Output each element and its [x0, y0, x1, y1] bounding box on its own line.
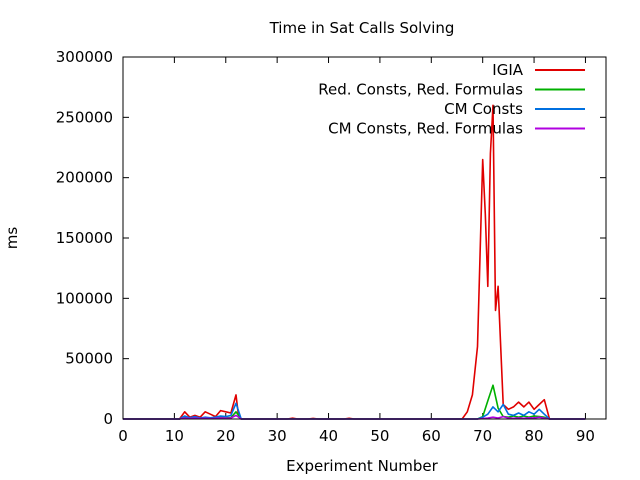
x-tick-label: 90	[576, 427, 595, 445]
x-tick-label: 50	[370, 427, 389, 445]
y-tick-label: 200000	[56, 169, 113, 187]
legend-entry-label: IGIA	[492, 61, 523, 79]
chart-title: Time in Sat Calls Solving	[269, 19, 455, 37]
y-tick-label: 150000	[56, 229, 113, 247]
series-lines	[123, 104, 586, 420]
x-axis-label: Experiment Number	[286, 457, 439, 475]
x-tick-label: 60	[422, 427, 441, 445]
y-tick-label: 300000	[56, 48, 113, 66]
axis-ticks: 0 10 20 30 40 50 60 70 80 90 0 50000 100000 150000 200…	[56, 48, 606, 445]
x-tick-label: 80	[525, 427, 544, 445]
y-tick-label: 0	[103, 410, 113, 428]
x-tick-label: 0	[118, 427, 128, 445]
x-tick-label: 10	[165, 427, 184, 445]
plot-frame	[122, 56, 607, 420]
x-tick-label: 70	[473, 427, 492, 445]
y-tick-label: 100000	[56, 289, 113, 307]
x-tick-label: 30	[268, 427, 287, 445]
series-line	[123, 104, 586, 420]
x-tick-label: 20	[216, 427, 235, 445]
x-tick-label: 40	[319, 427, 338, 445]
y-tick-label: 50000	[65, 350, 113, 368]
y-tick-label: 250000	[56, 108, 113, 126]
y-axis-label: ms	[3, 227, 21, 250]
legend-entry-label: CM Consts	[444, 100, 523, 118]
legend-entry-label: Red. Consts, Red. Formulas	[318, 81, 523, 99]
legend-entry-label: CM Consts, Red. Formulas	[328, 120, 523, 138]
